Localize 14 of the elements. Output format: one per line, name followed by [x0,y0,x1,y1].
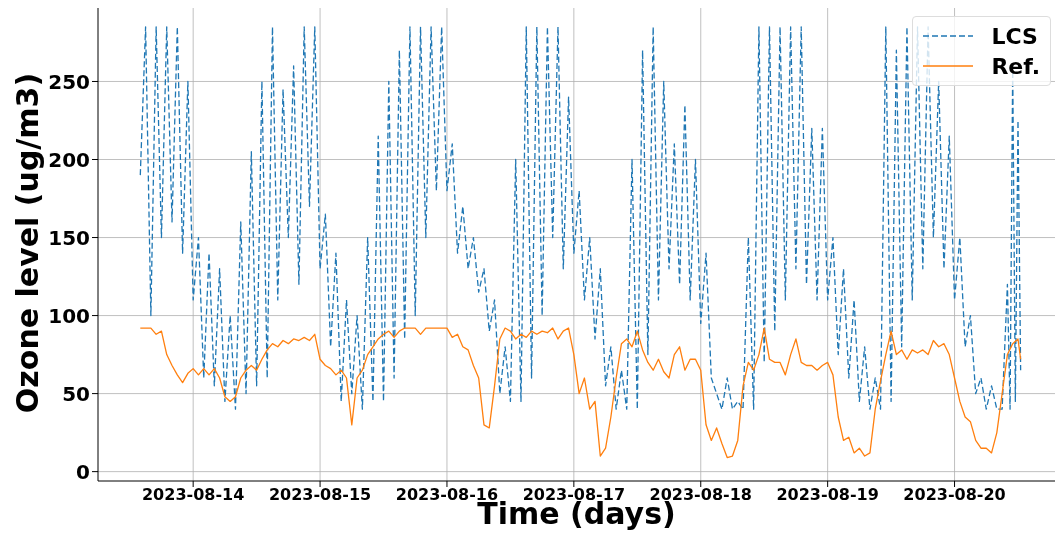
x-tick-label: 2023-08-19 [776,485,879,505]
y-tick-label: 200 [48,147,90,172]
y-axis-title: Ozone level (ug/m3) [10,72,46,414]
y-tick-label: 250 [48,69,90,94]
legend-label: LCS [991,23,1038,49]
y-tick-label: 0 [76,459,90,484]
y-tick-label: 150 [48,225,90,250]
y-tick-label: 50 [62,381,90,406]
x-tick-label: 2023-08-20 [903,485,1006,505]
x-tick-label: 2023-08-15 [268,485,372,505]
x-tick-label: 2023-08-14 [142,485,245,505]
legend-label: Ref. [991,53,1040,79]
y-tick-label: 100 [48,303,90,328]
line-series [139,327,1022,459]
